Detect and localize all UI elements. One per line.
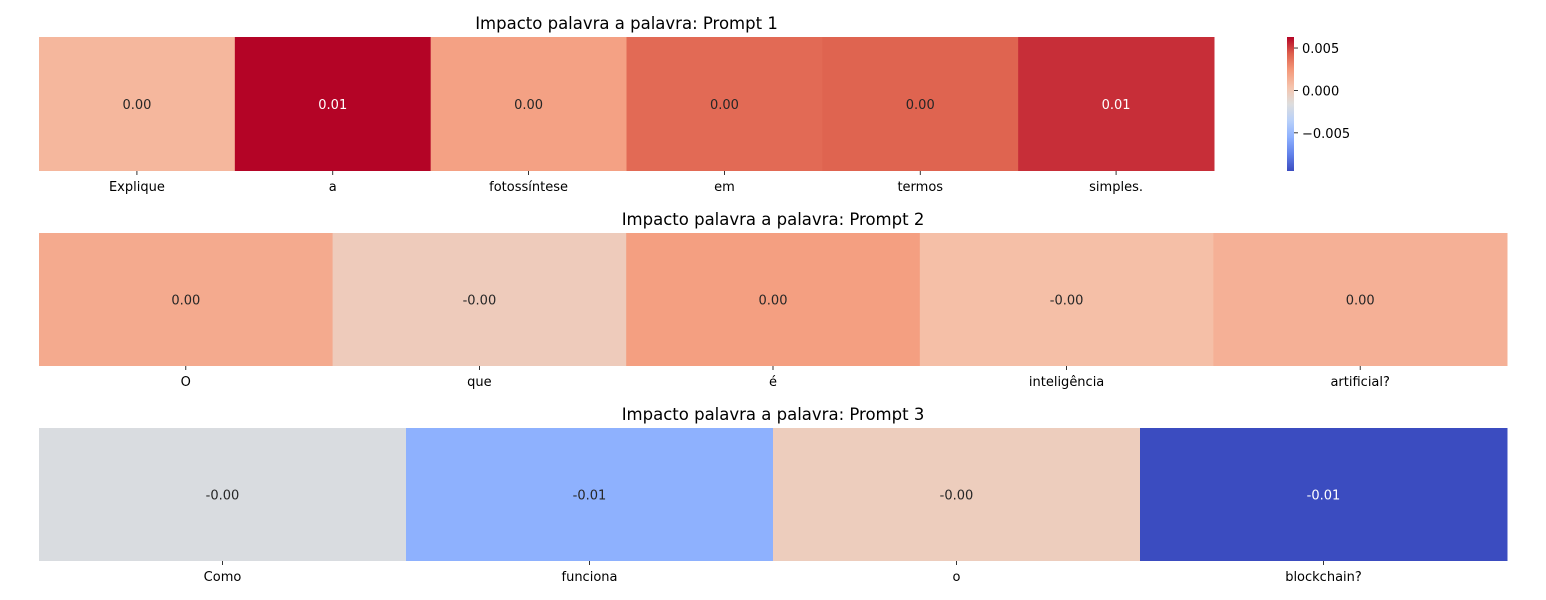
x-tick-label: que [467, 375, 492, 390]
cell-value-label: 0.00 [171, 294, 200, 309]
colorbar-tick-label: 0.005 [1302, 42, 1339, 57]
heatmap-cell [39, 233, 334, 366]
cell-value-label: -0.00 [206, 489, 240, 504]
x-tick-label: Como [204, 570, 242, 585]
x-tick-label: funciona [562, 570, 618, 585]
x-tick-label: blockchain? [1285, 570, 1362, 585]
heatmap-cell [626, 233, 921, 366]
colorbar: 0.005 0.000 −0.005 [1287, 37, 1350, 171]
x-tick-label: artificial? [1330, 375, 1389, 390]
cell-value-label: 0.01 [1102, 98, 1131, 113]
cell-value-label: 0.00 [710, 98, 739, 113]
cell-value-label: -0.00 [463, 294, 497, 309]
heatmap-cell [430, 37, 627, 171]
heatmap-cell [39, 37, 236, 171]
cell-value-label: -0.00 [940, 489, 974, 504]
cell-value-label: -0.01 [573, 489, 607, 504]
colorbar-tick-label: −0.005 [1302, 127, 1350, 142]
cell-value-label: -0.00 [1050, 294, 1084, 309]
heatmap-panel-3: Impacto palavra a palavra: Prompt 3 -0.00… [39, 405, 1508, 585]
heatmap-title: Impacto palavra a palavra: Prompt 3 [622, 405, 925, 424]
heatmap-cell [1018, 37, 1215, 171]
heatmap-title: Impacto palavra a palavra: Prompt 2 [622, 210, 925, 229]
heatmap-panel-1: Impacto palavra a palavra: Prompt 1 0.00 E… [39, 14, 1215, 195]
heatmap-cell [626, 37, 823, 171]
cell-value-label: 0.00 [514, 98, 543, 113]
heatmap-panel-2: Impacto palavra a palavra: Prompt 2 0.00 O… [39, 210, 1508, 390]
cell-value-label: 0.01 [318, 98, 347, 113]
x-tick-label: O [181, 375, 191, 390]
heatmap-cell [234, 37, 432, 171]
heatmap-cell [919, 233, 1214, 366]
heatmap-cell [773, 428, 1141, 561]
x-tick-label: simples. [1089, 180, 1143, 195]
x-tick-label: inteligência [1029, 375, 1104, 390]
colorbar-gradient [1287, 37, 1294, 171]
colorbar-tick-label: 0.000 [1302, 84, 1339, 99]
cell-value-label: -0.01 [1307, 489, 1341, 504]
heatmap-cell [406, 428, 774, 561]
x-tick-label: em [714, 180, 735, 195]
cell-value-label: 0.00 [122, 98, 151, 113]
x-tick-label: a [329, 180, 337, 195]
cell-value-label: 0.00 [1346, 294, 1375, 309]
cell-value-label: 0.00 [906, 98, 935, 113]
x-tick-label: Explique [109, 180, 165, 195]
heatmap-cell [822, 37, 1019, 171]
cell-value-label: 0.00 [759, 294, 788, 309]
heatmap-cell [39, 428, 407, 561]
heatmap-title: Impacto palavra a palavra: Prompt 1 [475, 14, 778, 33]
heatmap-cell [332, 233, 627, 366]
x-tick-label: o [953, 570, 961, 585]
heatmap-cell [1140, 428, 1508, 561]
x-tick-label: termos [897, 180, 943, 195]
x-tick-label: fotossíntese [489, 180, 568, 195]
heatmap-cell [1213, 233, 1508, 366]
heatmap-panels: Impacto palavra a palavra: Prompt 1 0.00 E… [39, 14, 1508, 585]
x-tick-label: é [769, 375, 777, 390]
